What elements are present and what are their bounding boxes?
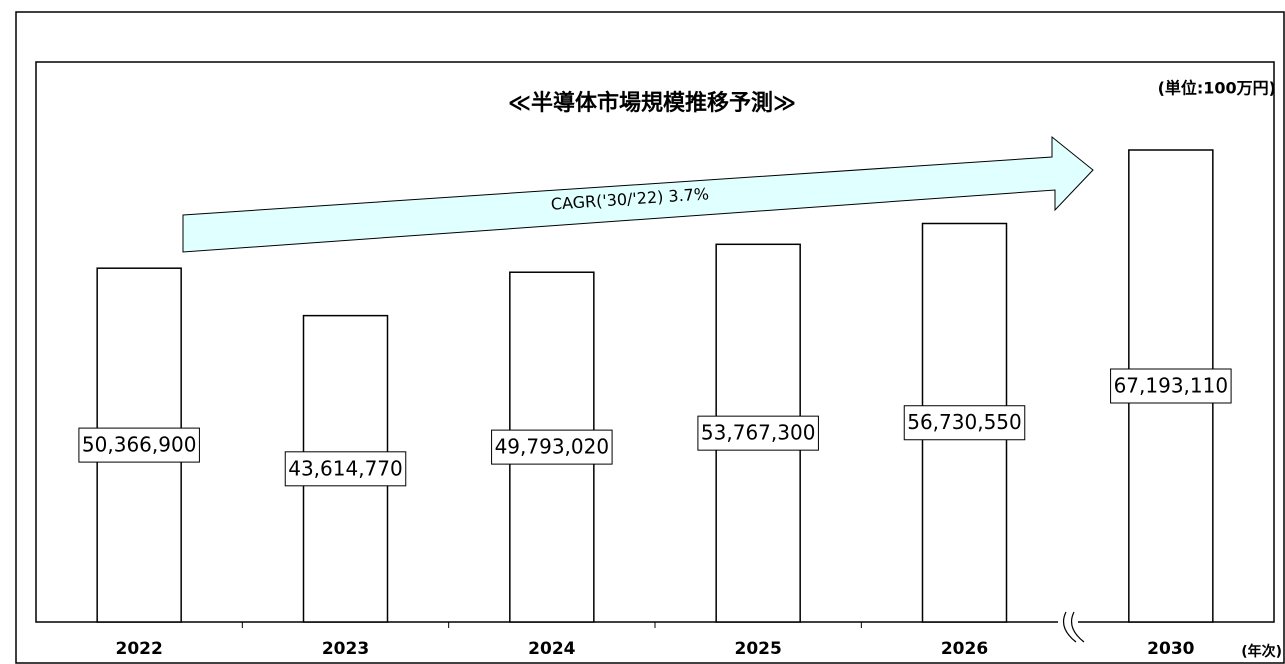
axis-break [1058, 611, 1085, 643]
value-label-box [491, 429, 613, 465]
axis-break-gap [1058, 612, 1078, 642]
value-label: 53,767,300 [701, 421, 816, 445]
value-label: 50,366,900 [82, 433, 197, 457]
x-axis-label: (年次) [1241, 643, 1282, 660]
x-tick-label: 2024 [528, 639, 575, 659]
x-tick-label: 2025 [735, 639, 782, 659]
x-tick-label: 2030 [1147, 639, 1194, 659]
value-label-box [284, 451, 407, 487]
value-label: 67,193,110 [1114, 374, 1229, 398]
value-label-box [697, 415, 819, 451]
unit-label: (単位:100万円) [1158, 79, 1276, 98]
outer-frame [15, 11, 1285, 664]
axis-break-mark [1063, 611, 1085, 643]
value-label-box [78, 427, 200, 463]
value-label: 56,730,550 [907, 410, 1022, 434]
cagr-arrow [182, 135, 1094, 253]
value-label: 49,793,020 [495, 435, 610, 459]
x-tick-label: 2023 [322, 639, 369, 659]
x-tick-label: 2022 [116, 639, 163, 659]
x-tick-label: 2026 [941, 639, 988, 659]
value-label-box [903, 405, 1026, 441]
value-label: 43,614,770 [288, 456, 403, 480]
value-label-box [1110, 368, 1232, 404]
chart-title: ≪半導体市場規模推移予測≫ [508, 90, 796, 116]
plot-frame [35, 61, 1275, 623]
